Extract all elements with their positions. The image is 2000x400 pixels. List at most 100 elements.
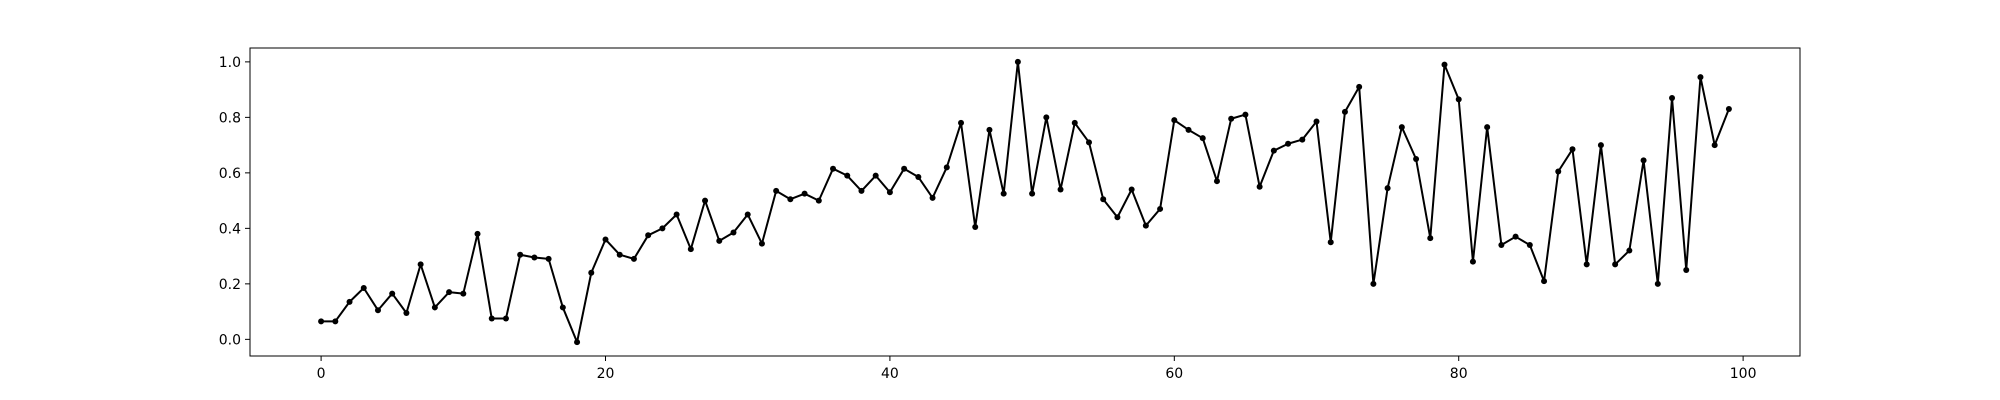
data-point [972, 223, 979, 230]
data-point [1085, 139, 1092, 146]
data-point [559, 304, 566, 311]
data-point [460, 290, 467, 297]
data-point [1356, 83, 1363, 90]
y-tick-label: 0.2 [219, 277, 241, 293]
data-point [858, 187, 865, 194]
data-point [1000, 190, 1007, 197]
data-point [716, 237, 723, 244]
data-point [1555, 168, 1562, 175]
data-point [1526, 242, 1533, 249]
data-point [1285, 140, 1292, 147]
data-point [446, 289, 453, 296]
data-point [332, 318, 339, 325]
data-point [531, 254, 538, 261]
y-tick-label: 0.4 [219, 221, 241, 237]
y-tick-label: 0.0 [219, 332, 241, 348]
data-point [1427, 235, 1434, 242]
data-point [659, 225, 666, 232]
data-point [1213, 178, 1220, 185]
data-point [872, 172, 879, 179]
x-tick-label: 20 [597, 366, 615, 382]
data-point [744, 211, 751, 218]
data-point [374, 307, 381, 314]
data-point [1014, 58, 1021, 65]
data-point [1512, 233, 1519, 240]
data-point [1398, 124, 1405, 131]
x-tick-label: 100 [1730, 366, 1757, 382]
data-point [1114, 214, 1121, 221]
data-point [346, 298, 353, 305]
data-point [488, 315, 495, 322]
data-point [616, 251, 623, 258]
data-point [1185, 126, 1192, 133]
data-point [1043, 114, 1050, 121]
data-point [502, 315, 509, 322]
data-point [1157, 205, 1164, 212]
y-tick-label: 1.0 [219, 55, 241, 71]
data-point [1071, 119, 1078, 126]
data-point [886, 189, 893, 196]
data-point [1256, 183, 1263, 190]
x-axis: 0 20 40 60 80 100 [317, 356, 1757, 382]
data-point [1669, 94, 1676, 101]
data-point [1128, 186, 1135, 193]
data-point [1299, 136, 1306, 143]
data-point [1341, 108, 1348, 115]
data-point [318, 318, 325, 325]
data-point [645, 232, 652, 239]
x-tick-label: 0 [317, 366, 326, 382]
plot-frame [249, 47, 1801, 357]
data-point [1370, 280, 1377, 287]
data-point [1711, 142, 1718, 149]
data-point [1384, 185, 1391, 192]
data-point [1171, 117, 1178, 124]
data-point [815, 197, 822, 204]
data-point [1683, 266, 1690, 273]
data-point [1612, 261, 1619, 268]
data-point [1654, 280, 1661, 287]
data-point [1569, 146, 1576, 153]
data-point [1029, 190, 1036, 197]
data-point [602, 236, 609, 243]
data-point [1626, 247, 1633, 254]
data-point [1228, 115, 1235, 122]
data-point [574, 339, 581, 346]
data-point [545, 255, 552, 262]
data-point [1583, 261, 1590, 268]
data-point [915, 174, 922, 181]
data-point [1100, 196, 1107, 203]
data-point [389, 290, 396, 297]
data-point [844, 172, 851, 179]
data-point [1484, 124, 1491, 131]
data-point [1640, 157, 1647, 164]
data-point [901, 165, 908, 172]
data-point [360, 285, 367, 292]
data-point [1455, 96, 1462, 103]
data-point [730, 229, 737, 236]
data-point [1498, 242, 1505, 249]
x-tick-label: 60 [1165, 366, 1183, 382]
x-tick-label: 40 [881, 366, 899, 382]
data-point [417, 261, 424, 268]
y-tick-label: 0.6 [219, 166, 241, 182]
data-point [1313, 118, 1320, 125]
data-point [1057, 186, 1064, 193]
data-point [702, 197, 709, 204]
data-point [801, 190, 808, 197]
data-point [1270, 147, 1277, 154]
y-tick-label: 0.8 [219, 110, 241, 126]
data-point [758, 240, 765, 247]
data-point [1242, 111, 1249, 118]
data-point [943, 164, 950, 171]
data-point [1469, 258, 1476, 265]
data-point [1697, 74, 1704, 81]
data-point [1441, 61, 1448, 68]
data-point [673, 211, 680, 218]
x-tick-label: 80 [1450, 366, 1468, 382]
data-point [787, 196, 794, 203]
data-point [588, 269, 595, 276]
data-point [517, 251, 524, 258]
data-point [1541, 278, 1548, 285]
data-point [986, 126, 993, 133]
